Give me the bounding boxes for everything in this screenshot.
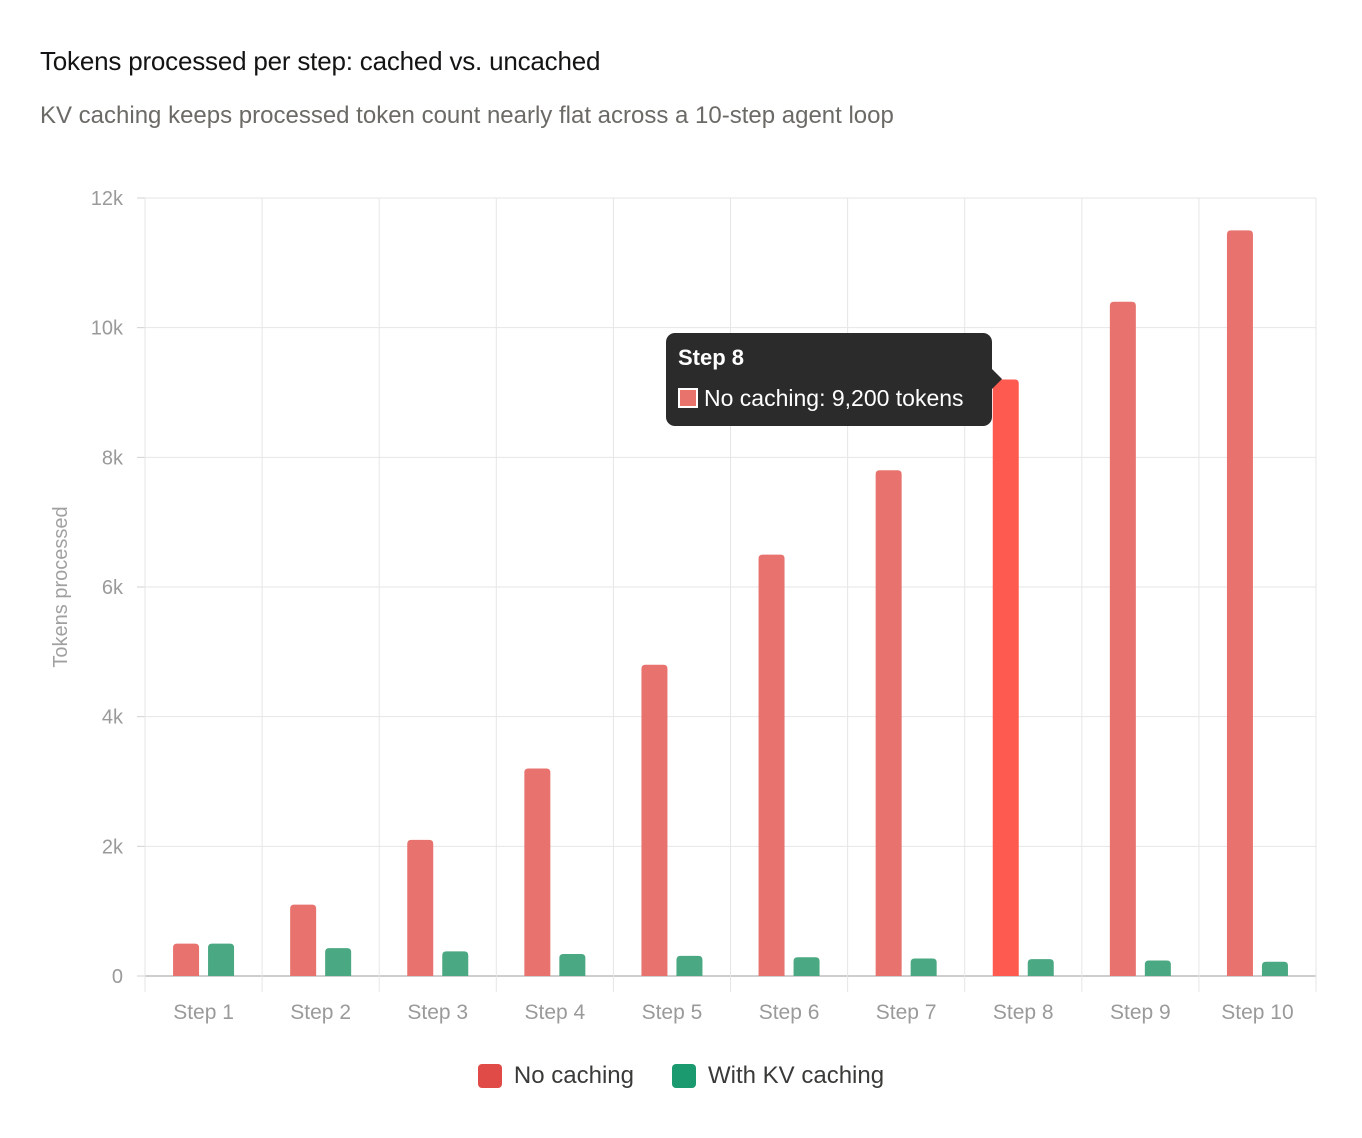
- x-tick-label: Step 5: [642, 1001, 703, 1024]
- x-tick-label: Step 7: [876, 1001, 937, 1024]
- y-tick-label: 10k: [91, 318, 124, 340]
- tooltip-title: Step 8: [678, 345, 745, 370]
- x-tick-label: Step 9: [1110, 1001, 1171, 1024]
- legend-swatch-no-caching: [477, 1064, 502, 1088]
- y-axis-label: Tokens processed: [50, 506, 72, 667]
- bar-no-caching: [641, 664, 668, 976]
- bar-with-kv-caching: [442, 951, 469, 976]
- chart-title: Tokens processed per step: cached vs. un…: [40, 46, 601, 76]
- bar-no-caching: [524, 768, 551, 976]
- bar-with-kv-caching: [910, 958, 937, 976]
- x-tick-label: Step 2: [290, 1001, 351, 1024]
- bar-with-kv-caching: [325, 948, 352, 976]
- bar-with-kv-caching: [676, 955, 703, 976]
- bar-with-kv-caching: [559, 953, 586, 976]
- tooltip-swatch: [678, 388, 698, 408]
- bar-no-caching: [758, 554, 785, 976]
- legend-label-no-caching: No caching: [513, 1062, 634, 1089]
- tooltip-row: No caching: 9,200 tokens: [678, 385, 980, 411]
- bar-with-kv-caching: [1261, 961, 1288, 976]
- bar-no-caching: [992, 379, 1019, 976]
- tooltip-text: No caching: 9,200 tokens: [704, 385, 964, 411]
- y-tick-label: 12k: [91, 188, 124, 210]
- x-tick-label: Step 1: [173, 1001, 234, 1024]
- legend-swatch-with-kv-caching: [672, 1064, 696, 1088]
- bar-with-kv-caching: [1144, 960, 1171, 976]
- bar-with-kv-caching: [793, 957, 820, 976]
- y-tick-label: 6k: [102, 577, 124, 599]
- legend-item-with-kv-caching[interactable]: With KV caching: [672, 1062, 884, 1090]
- bar-no-caching: [407, 839, 434, 976]
- x-tick-label: Step 4: [524, 1001, 585, 1024]
- y-tick-label: 8k: [102, 447, 124, 469]
- bar-no-caching: [1109, 301, 1136, 976]
- bar-no-caching: [875, 470, 902, 976]
- x-tick-label: Step 3: [407, 1001, 468, 1024]
- tooltip: Step 8 No caching: 9,200 tokens: [666, 333, 1002, 426]
- legend-label-with-kv-caching: With KV caching: [708, 1062, 885, 1089]
- bar-no-caching: [1226, 230, 1253, 976]
- y-tick-label: 4k: [102, 707, 124, 729]
- x-tick-label: Step 10: [1221, 1001, 1293, 1024]
- x-tick-label: Step 8: [993, 1001, 1054, 1024]
- bar-with-kv-caching: [208, 943, 235, 976]
- y-tick-label: 0: [112, 966, 123, 988]
- legend-item-no-caching[interactable]: No caching: [477, 1062, 634, 1090]
- chart-subtitle: KV caching keeps processed token count n…: [40, 102, 894, 129]
- bar-no-caching: [173, 943, 200, 976]
- bar-no-caching: [290, 904, 317, 976]
- bar-with-kv-caching: [1027, 959, 1054, 976]
- x-tick-label: Step 6: [759, 1001, 820, 1024]
- legend: No caching With KV caching: [0, 1062, 1362, 1090]
- y-tick-label: 2k: [102, 836, 124, 858]
